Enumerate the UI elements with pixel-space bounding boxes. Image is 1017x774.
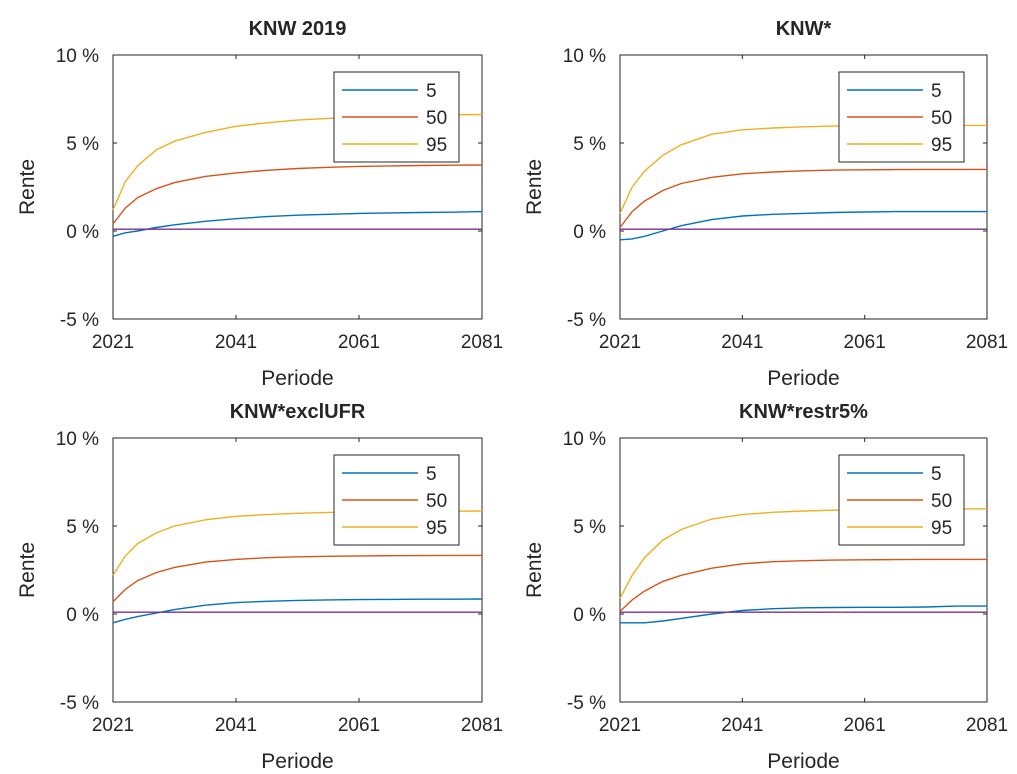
y-tick-label: -5 %	[60, 310, 99, 331]
legend-entry-label: 50	[426, 108, 447, 129]
x-tick-label: 2021	[92, 332, 134, 353]
y-tick-label: 5 %	[573, 517, 606, 538]
x-axis-label: Periode	[261, 750, 333, 773]
legend-entry-label: 95	[931, 135, 952, 156]
legend-entry-label: 5	[931, 464, 942, 485]
legend-entry-label: 5	[426, 464, 437, 485]
y-tick-label: 5 %	[66, 134, 99, 155]
x-axis-label: Periode	[767, 367, 839, 390]
x-tick-label: 2021	[599, 332, 641, 353]
chart-panel: -5 % 0 % 5 % 10 % 2021 2041 2061 2081 KNW*restr5…	[523, 401, 1008, 773]
x-tick-label: 2021	[92, 715, 134, 736]
x-tick-label: 2041	[721, 715, 763, 736]
series-line-50	[619, 558, 987, 612]
legend: 5 50 95	[838, 71, 965, 163]
y-tick-label: -5 %	[567, 310, 606, 331]
chart-panel: -5 % 0 % 5 % 10 % 2021 2041 2061 2081 KNW*exclUF…	[16, 401, 503, 773]
y-tick-label: 0 %	[66, 605, 99, 626]
chart-title: KNW*exclUFR	[230, 401, 366, 423]
x-axis-label: Periode	[767, 750, 839, 773]
y-tick-label: 10 %	[56, 429, 99, 450]
chart-panel: -5 % 0 % 5 % 10 % 2021 2041 2061 2081 KNW 2019 Pe…	[16, 18, 503, 390]
y-tick-label: 0 %	[573, 222, 606, 243]
legend-entry-label: 5	[426, 81, 437, 102]
x-axis-label: Periode	[261, 367, 333, 390]
y-tick-label: 5 %	[573, 134, 606, 155]
series-line-5	[619, 210, 987, 241]
x-tick-label: 2061	[844, 332, 886, 353]
x-tick-label: 2021	[599, 715, 641, 736]
x-tick-label: 2041	[215, 715, 257, 736]
y-tick-label: 5 %	[66, 517, 99, 538]
x-tick-label: 2061	[338, 332, 380, 353]
legend: 5 50 95	[333, 71, 460, 163]
y-tick-label: 0 %	[66, 222, 99, 243]
series-line-5	[112, 598, 483, 624]
x-tick-label: 2081	[966, 332, 1008, 353]
y-tick-label: -5 %	[567, 693, 606, 714]
y-axis-label: Rente	[16, 542, 39, 598]
legend-entry-label: 5	[931, 81, 942, 102]
x-tick-label: 2081	[966, 715, 1008, 736]
series-line-50	[112, 554, 482, 603]
legend-entry-label: 95	[426, 518, 447, 539]
y-axis-label: Rente	[523, 542, 546, 598]
legend-entry-label: 95	[931, 518, 952, 539]
legend-entry-label: 50	[931, 491, 952, 512]
legend-entry-label: 50	[931, 108, 952, 129]
x-tick-label: 2081	[461, 332, 503, 353]
x-tick-label: 2041	[215, 332, 257, 353]
legend-entry-label: 50	[426, 491, 447, 512]
x-tick-label: 2081	[461, 715, 503, 736]
chart-title: KNW*	[776, 18, 832, 40]
legend-entry-label: 95	[426, 135, 447, 156]
y-tick-label: 10 %	[563, 429, 606, 450]
y-axis-label: Rente	[16, 159, 39, 215]
chart-title: KNW*restr5%	[739, 401, 868, 423]
chart-panel: -5 % 0 % 5 % 10 % 2021 2041 2061 2081 KNW* Period…	[523, 18, 1008, 390]
x-tick-label: 2041	[721, 332, 763, 353]
legend: 5 50 95	[333, 454, 460, 546]
y-tick-label: 10 %	[563, 46, 606, 67]
y-tick-label: 0 %	[573, 605, 606, 626]
series-line-50	[619, 168, 987, 228]
chart-title: KNW 2019	[249, 18, 347, 40]
y-tick-label: -5 %	[60, 693, 99, 714]
legend: 5 50 95	[838, 454, 965, 546]
series-line-5	[620, 605, 987, 624]
x-tick-label: 2061	[338, 715, 380, 736]
y-axis-label: Rente	[523, 159, 546, 215]
x-tick-label: 2061	[844, 715, 886, 736]
series-line-50	[112, 164, 483, 225]
y-tick-label: 10 %	[56, 46, 99, 67]
